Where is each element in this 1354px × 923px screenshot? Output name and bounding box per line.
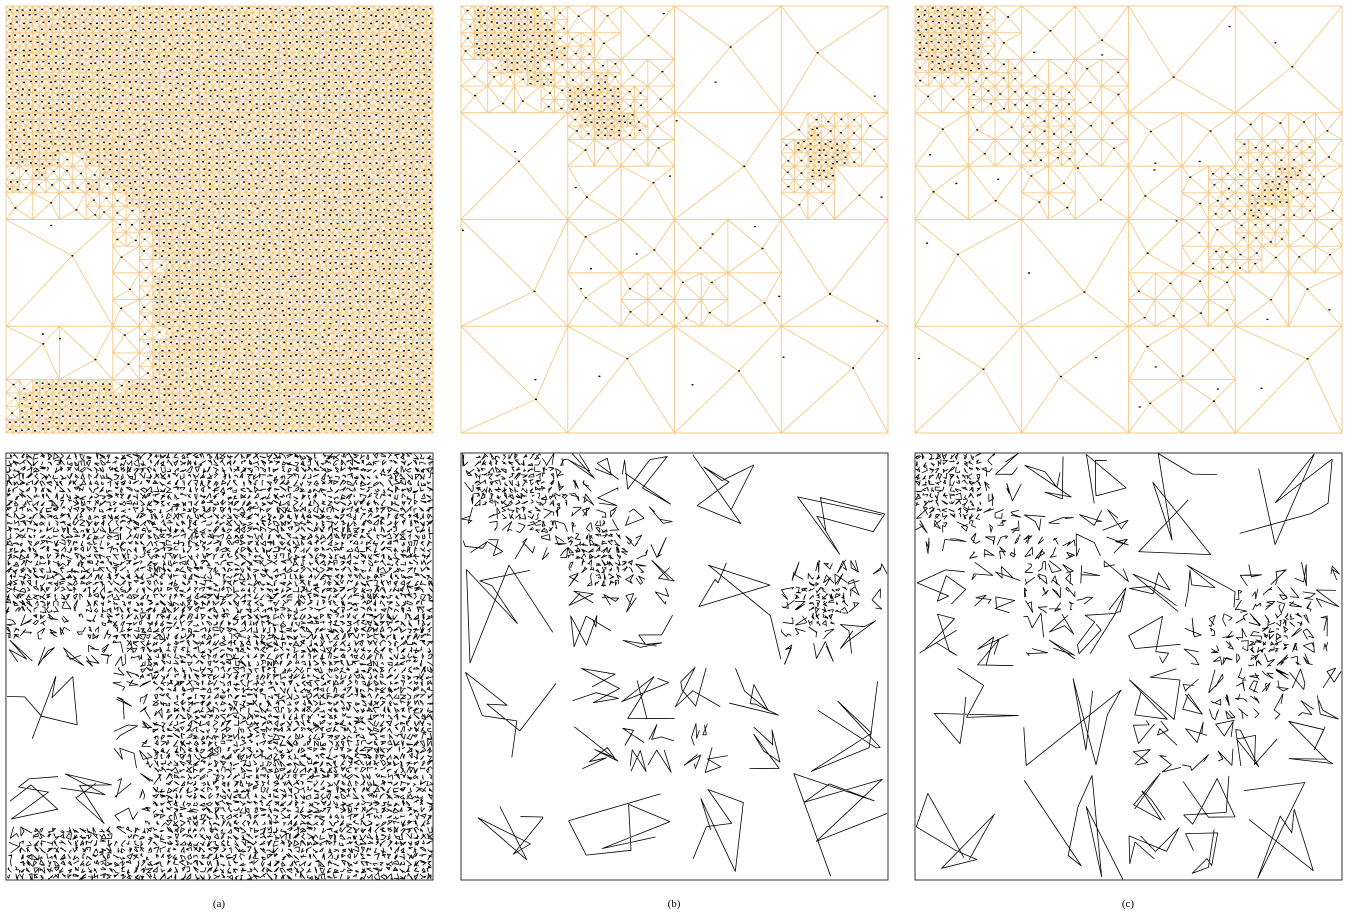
panel-frame xyxy=(5,452,434,881)
mesh-lines xyxy=(914,5,1343,434)
mesh-lines xyxy=(5,5,434,434)
tour-path xyxy=(461,452,888,877)
panel-frame xyxy=(914,452,1343,881)
panel-label: (a) xyxy=(213,898,226,910)
mesh-points xyxy=(7,7,433,432)
mesh-points xyxy=(916,7,1334,408)
panel-label: (c) xyxy=(1122,898,1135,910)
panel-frame xyxy=(460,452,889,881)
tour-path xyxy=(5,452,434,881)
tour-path xyxy=(915,452,1342,880)
mesh-lines xyxy=(460,5,889,434)
panel-label: (b) xyxy=(668,898,681,910)
mesh-points xyxy=(461,7,883,401)
